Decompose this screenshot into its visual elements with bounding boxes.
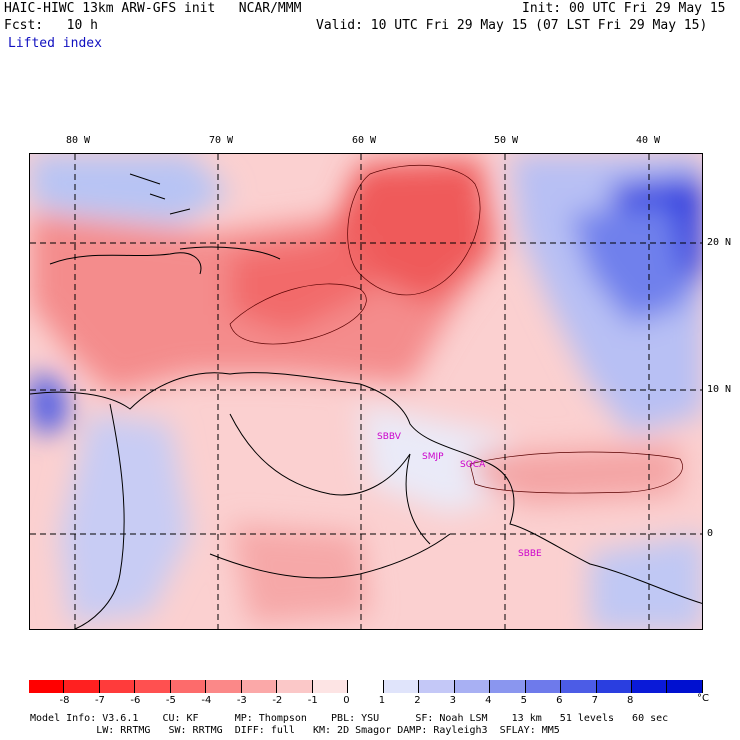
coastlines bbox=[30, 173, 702, 629]
colorbar-tick-label: 8 bbox=[627, 695, 634, 706]
contour-atlantic bbox=[347, 164, 481, 296]
colorbar-swatch bbox=[206, 680, 242, 693]
field-name: Lifted index bbox=[8, 36, 102, 51]
colorbar-swatch bbox=[667, 680, 703, 693]
blue-region-northwest bbox=[30, 154, 230, 224]
map-canvas bbox=[30, 154, 702, 629]
contour-lines bbox=[229, 164, 683, 494]
lon-label-60w: 60 W bbox=[352, 135, 377, 146]
colorbar-tick-label: 5 bbox=[520, 695, 527, 706]
station-smjp: SMJP bbox=[422, 452, 444, 462]
coast-hispaniola bbox=[179, 246, 281, 260]
lat-label-0: 0 bbox=[707, 528, 714, 539]
station-sbbv: SBBV bbox=[377, 432, 401, 442]
lon-label-80w: 80 W bbox=[66, 135, 91, 146]
border-guyana bbox=[405, 453, 431, 545]
colorbar-swatch bbox=[383, 680, 420, 693]
lon-label-70w: 70 W bbox=[209, 135, 234, 146]
model-info-line1: Model Info: V3.6.1 CU: KF MP: Thompson P… bbox=[30, 713, 669, 724]
graticule bbox=[30, 154, 702, 629]
lat-label-10n: 10 N bbox=[707, 384, 732, 395]
colorbar-swatch bbox=[454, 680, 491, 693]
colorbar bbox=[29, 680, 703, 693]
colorbar-swatch bbox=[525, 680, 562, 693]
red-core-atlantic bbox=[330, 159, 490, 304]
colorbar-tick-label: -1 bbox=[307, 695, 318, 706]
lon-label-40w: 40 W bbox=[636, 135, 661, 146]
colorbar-tick-label: -5 bbox=[165, 695, 176, 706]
colorbar-tick-label: -3 bbox=[236, 695, 247, 706]
colorbar-swatch bbox=[419, 680, 455, 693]
red-band-atlantic-south bbox=[470, 444, 680, 504]
colorbar-tick-label: -7 bbox=[94, 695, 105, 706]
colorbar-tick-label: 7 bbox=[591, 695, 598, 706]
border-venezuela bbox=[229, 413, 411, 496]
coast-south-america bbox=[30, 372, 702, 604]
colorbar-swatch bbox=[170, 680, 207, 693]
colorbar-swatch bbox=[596, 680, 632, 693]
lifted-index-map: SBBV SMJP SOCA SBBE bbox=[29, 153, 703, 630]
station-soca: SOCA bbox=[460, 460, 486, 470]
red-region-amazon bbox=[230, 524, 370, 624]
init-time: Init: 00 UTC Fri 29 May 15 bbox=[522, 1, 726, 16]
coast-greater-antilles bbox=[49, 252, 202, 275]
contour-south-band bbox=[469, 451, 683, 494]
colorbar-tick-label: 3 bbox=[449, 695, 457, 706]
blue-region-southeast bbox=[590, 534, 702, 629]
colorbar-swatch bbox=[348, 680, 384, 693]
colorbar-swatch bbox=[64, 680, 100, 693]
colorbar-tick-label: 6 bbox=[556, 695, 563, 706]
red-core-central bbox=[230, 234, 370, 334]
valid-time: Valid: 10 UTC Fri 29 May 15 (07 LST Fri … bbox=[316, 18, 708, 33]
model-title: HAIC-HIWC 13km ARW-GFS init NCAR/MMM bbox=[4, 1, 302, 16]
colorbar-swatch bbox=[561, 680, 597, 693]
blue-core-west bbox=[30, 374, 70, 434]
field-shading bbox=[30, 154, 702, 629]
colorbar-swatch bbox=[490, 680, 526, 693]
station-sbbe: SBBE bbox=[518, 549, 542, 559]
forecast-hour: Fcst: 10 h bbox=[4, 18, 98, 33]
colorbar-swatch bbox=[312, 680, 349, 693]
blue-mid-northeast bbox=[570, 204, 690, 324]
colorbar-swatch bbox=[135, 680, 171, 693]
coast-bahamas bbox=[129, 173, 191, 215]
lon-label-50w: 50 W bbox=[494, 135, 519, 146]
colorbar-tick-label: -8 bbox=[59, 695, 70, 706]
colorbar-tick-label: 1 bbox=[378, 695, 386, 706]
contour-central bbox=[229, 283, 367, 345]
colorbar-tick-label: 4 bbox=[485, 695, 492, 706]
colorbar-tick-label: 2 bbox=[414, 695, 421, 706]
lat-label-20n: 20 N bbox=[707, 237, 732, 248]
colorbar-tick-label: -6 bbox=[130, 695, 141, 706]
colorbar-swatch bbox=[99, 680, 136, 693]
colorbar-unit: °C bbox=[697, 693, 709, 704]
colorbar-swatch bbox=[631, 680, 668, 693]
colorbar-swatch bbox=[29, 680, 65, 693]
colorbar-tick-label: -2 bbox=[272, 695, 283, 706]
colorbar-swatch bbox=[241, 680, 278, 693]
border-brazil bbox=[209, 533, 451, 579]
model-info-line2: LW: RRTMG SW: RRTMG DIFF: full KM: 2D Sm… bbox=[30, 725, 560, 736]
colorbar-swatch bbox=[277, 680, 313, 693]
border-andes bbox=[73, 403, 125, 629]
blue-region-andes bbox=[60, 414, 190, 624]
colorbar-tick-label: -4 bbox=[201, 695, 212, 706]
colorbar-tick-label: 0 bbox=[343, 695, 350, 706]
